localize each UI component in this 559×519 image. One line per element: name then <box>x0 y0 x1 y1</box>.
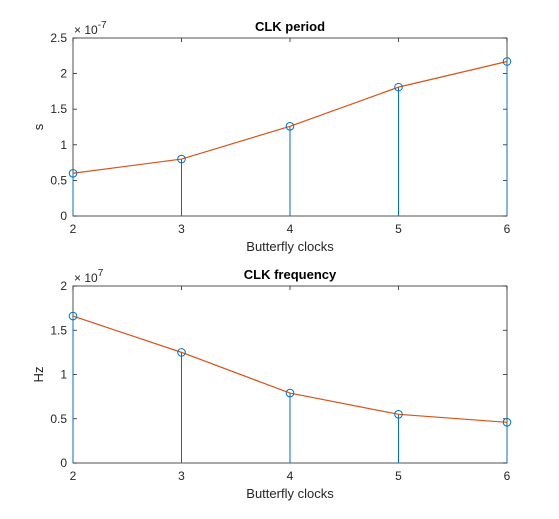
line-series <box>72 60 508 174</box>
x-tick-label: 6 <box>504 469 511 483</box>
y-exponent-base: × 10 <box>74 271 98 285</box>
chart-title: CLK period <box>255 19 325 34</box>
chart-title: CLK frequency <box>244 267 337 282</box>
y-exponent-base: × 10 <box>74 23 98 37</box>
x-tick-label: 4 <box>287 222 294 236</box>
y-tick-label: 2 <box>60 279 67 293</box>
y-exponent-label: × 10-7 <box>74 20 107 37</box>
y-axis-label: s <box>31 123 46 130</box>
x-tick-label: 2 <box>70 222 77 236</box>
y-tick-label: 1.5 <box>50 102 67 116</box>
stem-marker <box>502 57 512 66</box>
x-axis-label: Butterfly clocks <box>246 239 334 254</box>
stem-marker <box>68 311 78 321</box>
y-exponent-power: 7 <box>98 268 104 279</box>
y-tick-label: 1 <box>60 138 67 152</box>
stem-marker <box>285 121 295 131</box>
y-tick-label: 0 <box>60 456 67 470</box>
x-tick-label: 3 <box>178 469 185 483</box>
y-tick-label: 2 <box>60 67 67 81</box>
y-tick-label: 2.5 <box>50 31 67 45</box>
stem-marker <box>177 154 186 164</box>
x-tick-label: 6 <box>504 222 511 236</box>
stem-marker <box>394 82 403 92</box>
y-tick-label: 1.5 <box>50 323 67 337</box>
stem-marker <box>177 348 186 357</box>
x-tick-label: 5 <box>395 469 402 483</box>
y-exponent-label: × 107 <box>74 268 104 285</box>
axes-clk-frequency: CLK frequency Butterfly clocks Hz × 107 … <box>31 267 512 501</box>
x-tick-label: 4 <box>287 469 294 483</box>
y-tick-label: 0.5 <box>50 412 67 426</box>
y-tick-label: 1 <box>60 368 67 382</box>
line-series <box>72 315 508 423</box>
x-tick-label: 3 <box>178 222 185 236</box>
y-tick-label: 0.5 <box>50 173 67 187</box>
x-axis-label: Butterfly clocks <box>246 486 334 501</box>
stem-marker <box>285 388 295 398</box>
stem-marker <box>394 410 403 419</box>
y-tick-label: 0 <box>60 209 67 223</box>
stem-marker <box>68 168 78 178</box>
x-tick-label: 2 <box>70 469 77 483</box>
y-axis-label: Hz <box>31 367 46 383</box>
y-exponent-power: -7 <box>98 20 107 31</box>
x-tick-label: 5 <box>395 222 402 236</box>
axes-clk-period: CLK period Butterfly clocks s × 10-7 2 3 4… <box>31 19 512 254</box>
stem-marker <box>502 417 512 427</box>
